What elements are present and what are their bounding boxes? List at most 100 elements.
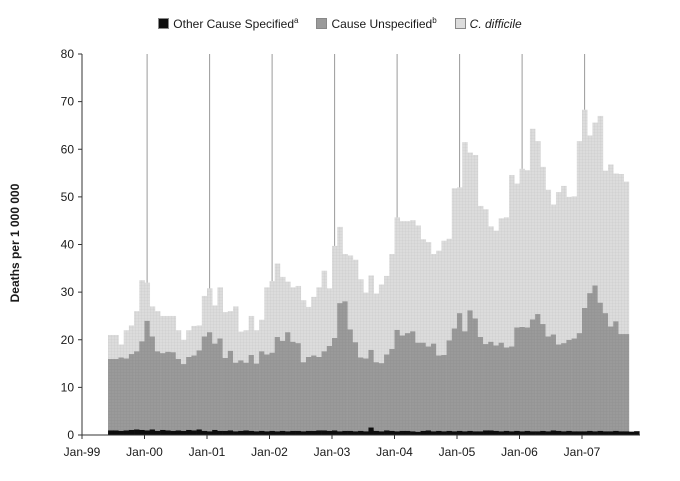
bar-c-difficile	[514, 183, 520, 328]
bar-cause-unspecified	[613, 321, 619, 431]
bar-c-difficile	[311, 296, 317, 356]
bar-c-difficile	[269, 281, 276, 353]
bar-other-cause	[550, 430, 557, 435]
bar-cause-unspecified	[253, 363, 260, 432]
bar-c-difficile	[561, 185, 567, 344]
bar-other-cause	[446, 430, 453, 435]
bar-cause-unspecified	[274, 336, 281, 432]
x-tick-label: Jan-04	[376, 445, 413, 459]
bar-cause-unspecified	[295, 343, 302, 431]
bar-other-cause	[253, 431, 260, 435]
bar-c-difficile	[493, 230, 499, 346]
bar-c-difficile	[154, 311, 161, 352]
y-tick-label: 30	[61, 285, 75, 299]
bar-cause-unspecified	[144, 320, 151, 431]
bar-other-cause	[524, 430, 531, 435]
bar-c-difficile	[248, 315, 255, 355]
bar-other-cause	[368, 427, 374, 435]
bar-cause-unspecified	[545, 336, 552, 432]
bar-other-cause	[113, 430, 119, 435]
bar-c-difficile	[321, 270, 328, 352]
bar-cause-unspecified	[191, 355, 197, 431]
bar-c-difficile	[201, 295, 208, 337]
bar-c-difficile	[451, 188, 458, 329]
bar-cause-unspecified	[316, 356, 322, 431]
bar-c-difficile	[618, 174, 624, 335]
y-tick-label: 50	[61, 190, 75, 204]
bar-cause-unspecified	[514, 327, 520, 431]
bar-other-cause	[483, 430, 489, 435]
bar-other-cause	[373, 430, 380, 435]
bar-cause-unspecified	[186, 356, 192, 430]
bar-other-cause	[363, 431, 369, 435]
bar-other-cause	[540, 430, 546, 435]
x-tick-label: Jan-00	[126, 445, 163, 459]
bar-other-cause	[415, 431, 421, 435]
legend-item-c-difficile: C. difficile	[454, 16, 522, 31]
y-tick-label: 70	[61, 95, 75, 109]
bar-other-cause	[634, 431, 640, 435]
bar-cause-unspecified	[535, 314, 541, 432]
bar-cause-unspecified	[415, 342, 421, 432]
bar-cause-unspecified	[207, 332, 213, 432]
bar-cause-unspecified	[118, 357, 124, 431]
bar-other-cause	[623, 431, 630, 435]
bar-c-difficile	[425, 242, 432, 347]
bar-other-cause	[399, 430, 406, 435]
bar-cause-unspecified	[488, 341, 494, 431]
bar-other-cause	[305, 430, 312, 435]
bar-c-difficile	[457, 187, 463, 314]
bar-cause-unspecified	[321, 351, 328, 431]
bar-cause-unspecified	[259, 351, 265, 431]
bar-c-difficile	[222, 312, 229, 358]
bar-c-difficile	[139, 280, 145, 342]
bar-cause-unspecified	[410, 331, 416, 432]
bar-c-difficile	[498, 218, 505, 343]
bar-cause-unspecified	[602, 313, 609, 432]
bar-other-cause	[144, 430, 151, 435]
bar-other-cause	[457, 430, 463, 435]
bar-c-difficile	[227, 311, 234, 351]
x-tick-label: Jan-99	[64, 445, 101, 459]
bar-c-difficile	[529, 128, 536, 320]
bar-other-cause	[592, 431, 598, 435]
bar-other-cause	[477, 431, 484, 435]
bar-cause-unspecified	[170, 352, 177, 431]
legend-label-c-difficile: C. difficile	[469, 16, 522, 31]
bar-cause-unspecified	[363, 358, 369, 432]
bar-other-cause	[472, 431, 479, 435]
y-tick-label: 80	[61, 47, 75, 61]
x-tick-label: Jan-07	[564, 445, 601, 459]
legend-item-cause-unspecified: Cause Unspecifiedb	[316, 16, 437, 31]
legend-label-cause-unspecified: Cause Unspecifiedb	[331, 16, 437, 31]
bar-other-cause	[264, 431, 270, 435]
bar-other-cause	[436, 430, 442, 435]
bar-c-difficile	[430, 254, 437, 344]
bar-other-cause	[290, 430, 296, 435]
bar-c-difficile	[134, 311, 140, 352]
bar-cause-unspecified	[149, 336, 156, 430]
bar-other-cause	[509, 431, 515, 435]
bar-cause-unspecified	[509, 346, 515, 432]
bar-cause-unspecified	[264, 354, 270, 432]
bar-cause-unspecified	[582, 307, 588, 432]
bar-cause-unspecified	[597, 302, 604, 431]
bar-cause-unspecified	[540, 324, 546, 431]
bar-c-difficile	[472, 154, 479, 319]
bar-cause-unspecified	[300, 362, 307, 432]
y-axis-label: Deaths per 1 000 000	[8, 183, 22, 303]
bar-cause-unspecified	[561, 343, 567, 432]
bar-cause-unspecified	[285, 332, 291, 432]
bar-c-difficile	[384, 275, 390, 355]
bar-other-cause	[420, 430, 427, 435]
bar-other-cause	[279, 430, 286, 435]
bar-cause-unspecified	[154, 351, 161, 431]
bar-c-difficile	[436, 250, 442, 356]
bar-other-cause	[613, 430, 619, 435]
bar-other-cause	[222, 430, 229, 435]
bar-c-difficile	[279, 276, 286, 341]
bar-c-difficile	[165, 315, 171, 352]
bar-c-difficile	[545, 189, 552, 337]
bar-c-difficile	[483, 209, 489, 345]
bar-other-cause	[207, 431, 213, 435]
